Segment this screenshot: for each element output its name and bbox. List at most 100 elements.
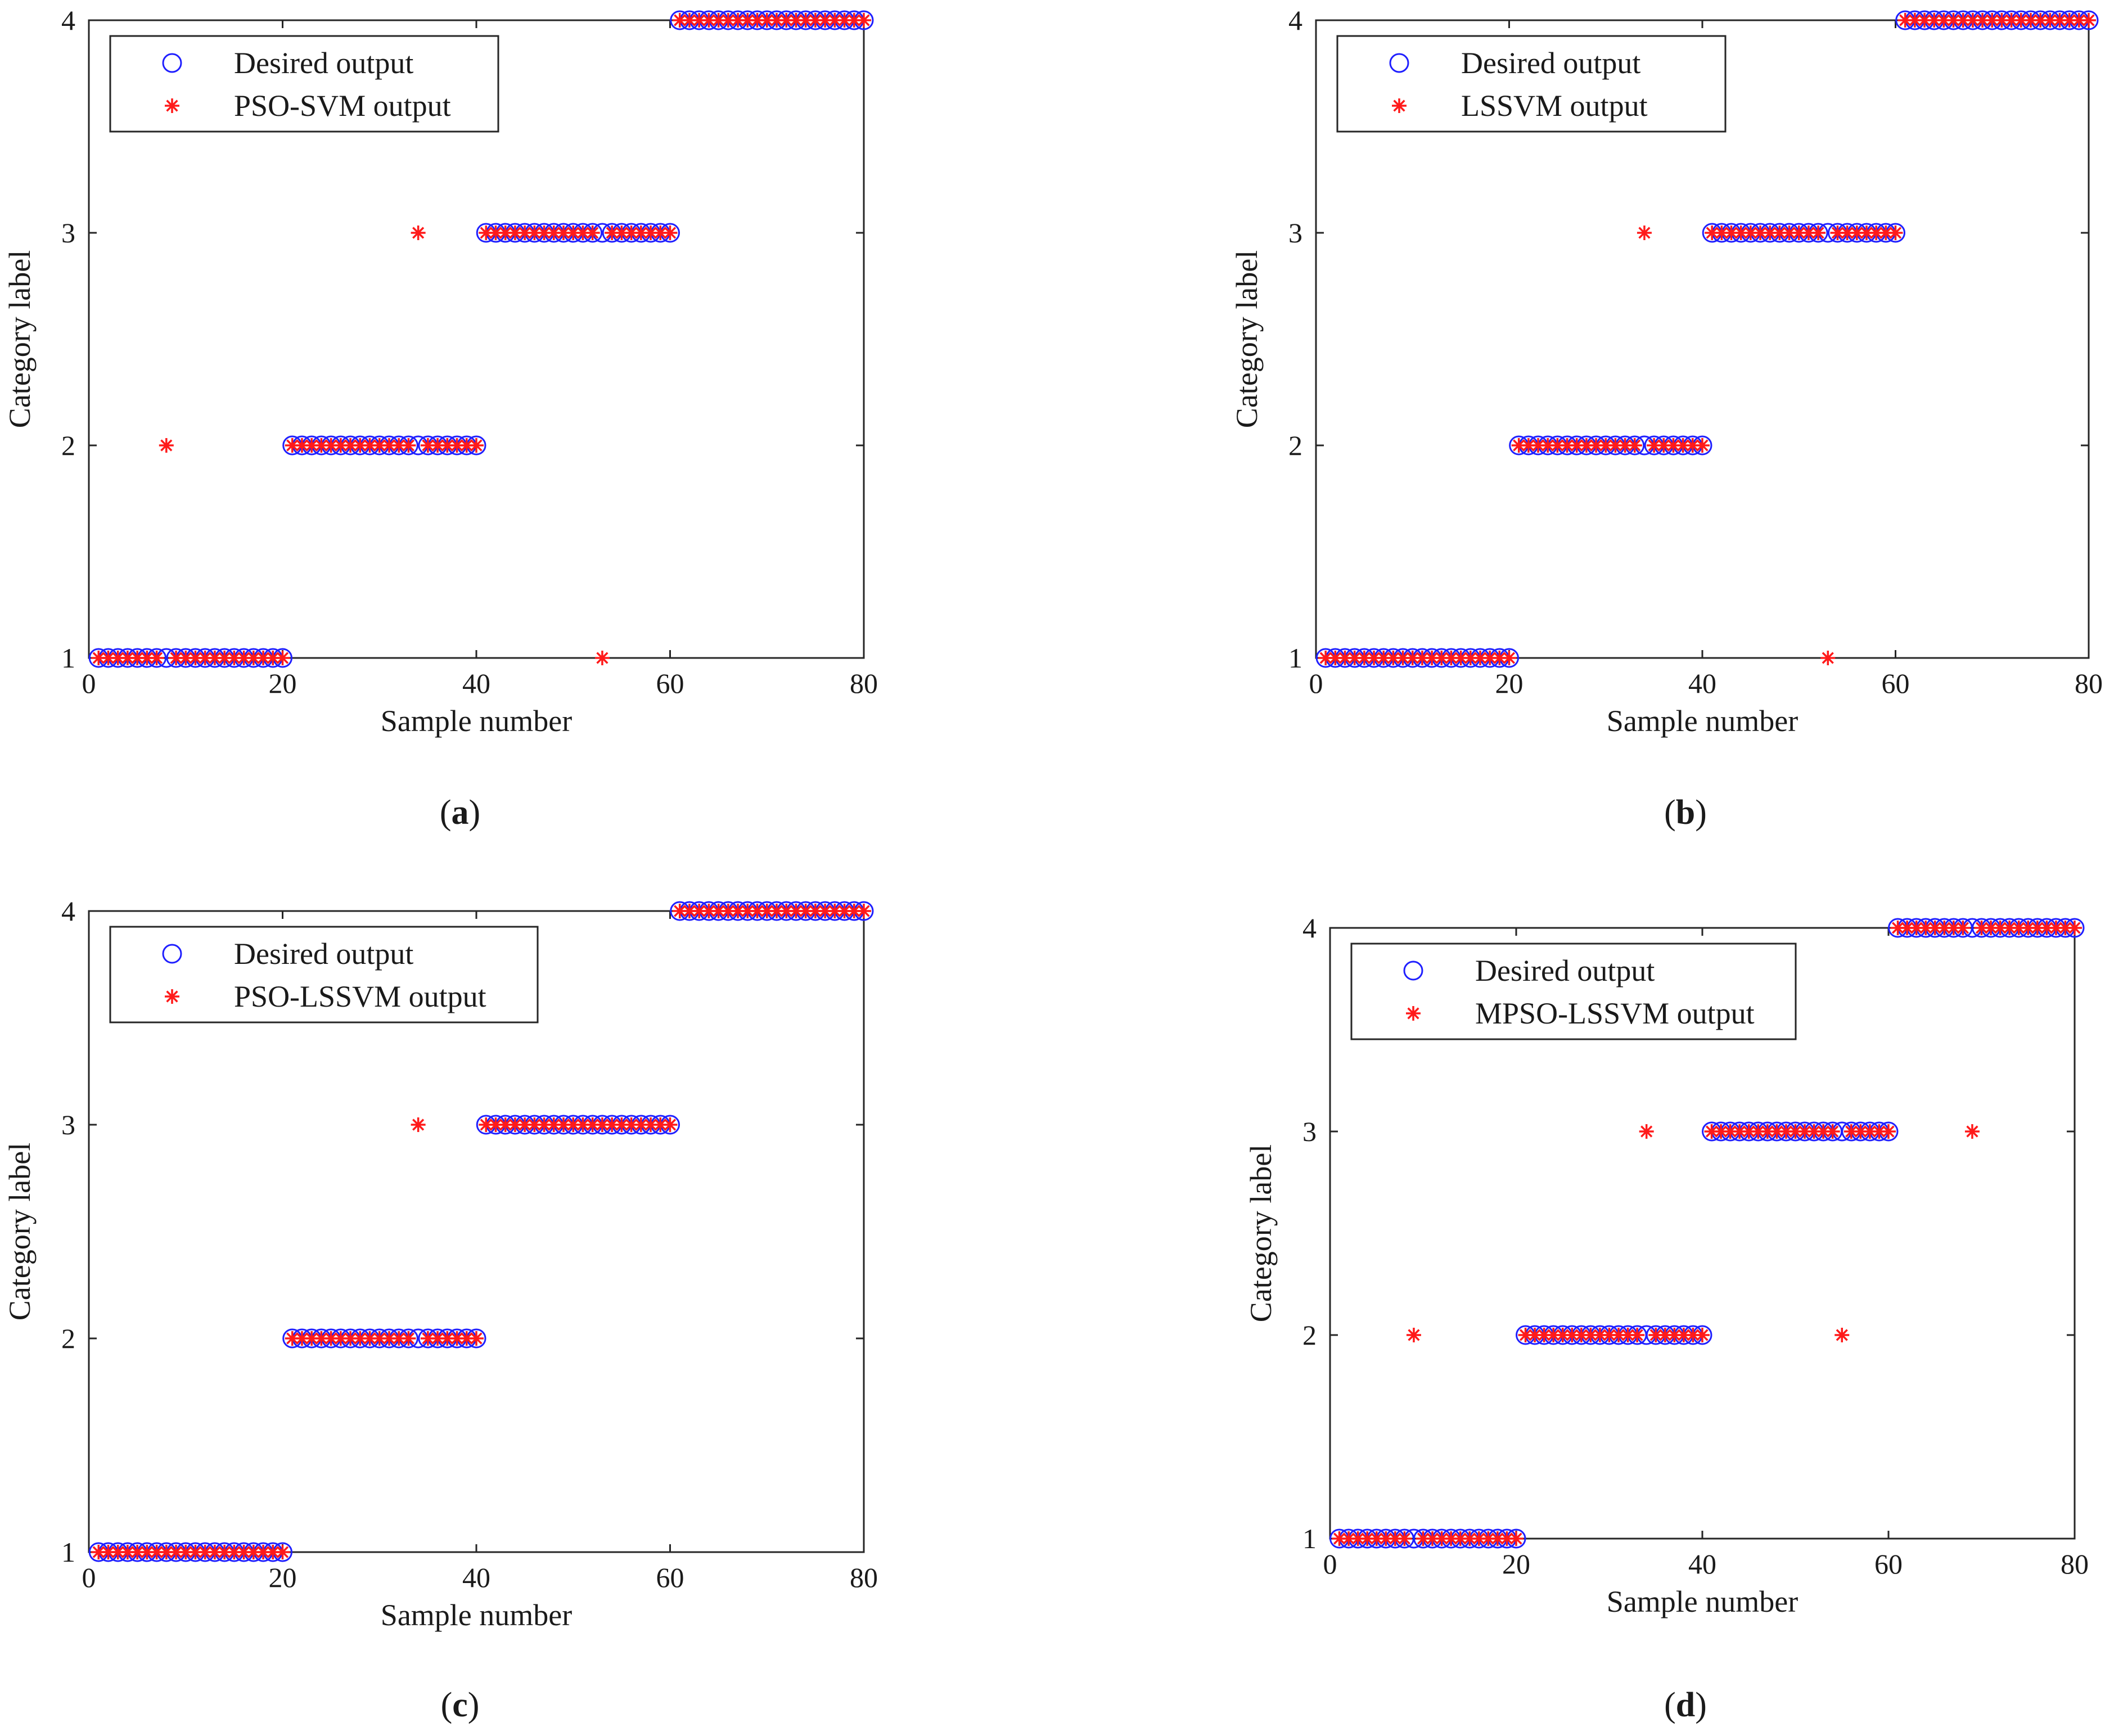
predicted-point [401,1331,416,1346]
predicted-point [479,1117,494,1132]
y-tick-label: 3 [61,1109,75,1140]
predicted-point [343,1331,358,1346]
predicted-point [91,1545,106,1559]
predicted-point [110,651,125,665]
predicted-point [2071,13,2086,28]
predicted-point [188,1545,203,1559]
predicted-point [1820,651,1836,665]
predicted-point [1946,921,1961,935]
predicted-point [1463,651,1478,665]
x-axis-label: Sample number [1607,704,1798,738]
panel-c: 0 20 40 60 80 1 2 3 4 Sample number Category label… [3,895,878,1724]
predicted-point [188,651,203,665]
predicted-point [1350,1531,1365,1546]
predicted-point [1416,1531,1431,1546]
predicted-point [1405,651,1420,665]
predicted-point [769,904,784,918]
predicted-point [527,1117,542,1132]
predicted-point [391,1331,407,1346]
predicted-point [1667,1328,1682,1342]
predicted-point [246,651,261,665]
predicted-point [1965,13,1980,28]
predicted-point [798,904,813,918]
predicted-point [662,226,678,240]
x-tick-label: 0 [82,1562,96,1593]
predicted-point [1985,13,2000,28]
predicted-point [769,13,784,28]
legend-predicted-label: LSSVM output [1461,89,1648,123]
predicted-point [585,226,600,240]
predicted-point [537,1117,552,1132]
legend-asterisk-icon [165,98,179,113]
predicted-point [1518,1328,1533,1342]
predicted-point [1397,1531,1412,1546]
predicted-point [314,1331,329,1346]
y-tick-label: 4 [61,895,75,927]
predicted-point [1444,651,1459,665]
predicted-point [750,904,765,918]
predicted-point [2081,13,2096,28]
predicted-point [1830,226,1845,240]
predicted-point [614,1117,629,1132]
predicted-point [2052,13,2067,28]
predicted-point [1859,226,1874,240]
predicted-point [469,1331,484,1346]
legend-circle-icon [1403,961,1423,981]
predicted-point [285,1331,300,1346]
predicted-point [1565,1328,1580,1342]
y-tick-label: 2 [61,430,75,461]
predicted-point [217,1545,232,1559]
predicted-point [1337,651,1353,665]
predicted-point [537,226,552,240]
predicted-point [227,651,242,665]
predicted-point [1676,1328,1691,1342]
predicted-point [546,1117,561,1132]
legend-desired-label: Desired output [234,46,413,80]
panel-label: (d) [1664,1686,1707,1724]
predicted-point [779,904,794,918]
predicted-point [846,13,862,28]
predicted-point [1527,1328,1543,1342]
predicted-point [1367,651,1382,665]
predicted-point [1994,13,2009,28]
predicted-point [1878,226,1894,240]
panel-a: 0 20 40 60 80 1 2 3 4 Sample number Category label… [3,4,878,832]
x-tick-label: 80 [850,1562,878,1593]
predicted-point [1685,438,1700,453]
predicted-point [449,1331,465,1346]
predicted-point [101,1545,116,1559]
predicted-point [566,1117,581,1132]
legend-box [1350,943,1797,1040]
predicted-point [1414,651,1430,665]
predicted-point [653,226,668,240]
predicted-point [479,226,494,240]
predicted-point [857,13,871,28]
predicted-point [1574,1328,1589,1342]
predicted-point [1909,921,1924,935]
legend-circle-icon [162,53,182,73]
predicted-point [265,651,281,665]
predicted-point [1569,438,1584,453]
panel-d: 0 20 40 60 80 1 2 3 4 Sample number Category label… [1244,912,2089,1724]
predicted-point [517,1117,533,1132]
predicted-point [808,904,823,918]
predicted-point [372,1331,387,1346]
legend-circle-icon [162,944,182,964]
x-tick-label: 60 [1874,1548,1903,1580]
predicted-point [1356,651,1372,665]
y-axis-label: Category label [1230,250,1264,428]
predicted-point [507,1117,522,1132]
predicted-point [585,1117,600,1132]
predicted-point [1425,651,1440,665]
x-tick-label: 80 [850,668,878,699]
predicted-point [1705,226,1720,240]
predicted-point [1723,1124,1738,1139]
predicted-point [605,1117,620,1132]
predicted-point [1492,651,1507,665]
predicted-point [808,13,823,28]
predicted-point [1647,438,1662,453]
predicted-point [1907,13,1922,28]
predicted-point [169,1545,184,1559]
predicted-point [1378,1531,1394,1546]
legend-asterisk-icon [1392,98,1407,113]
